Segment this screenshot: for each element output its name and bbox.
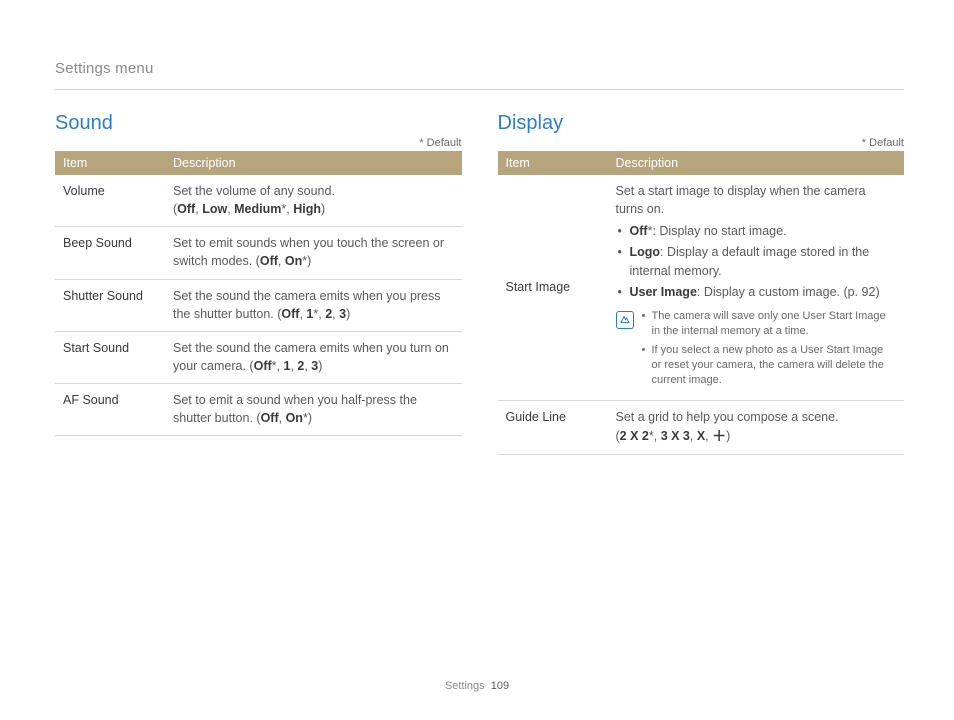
row-start-image: Start Image Set a start image to display… <box>498 175 905 400</box>
cell-desc: Set a start image to display when the ca… <box>608 175 905 400</box>
cell-desc: Set the sound the camera emits when you … <box>165 331 462 383</box>
content-columns: Sound * Default Item Description Volume … <box>55 112 904 455</box>
cell-item: Shutter Sound <box>55 279 165 331</box>
note-box: The camera will save only one User Start… <box>616 309 897 392</box>
row-guide-line: Guide Line Set a grid to help you compos… <box>498 400 905 454</box>
opt-off: Off*: Display no start image. <box>618 222 897 240</box>
note-icon <box>616 311 634 329</box>
default-note-display: * Default <box>498 137 905 149</box>
note-item: The camera will save only one User Start… <box>642 309 897 340</box>
display-column: Display * Default Item Description Start… <box>498 112 905 455</box>
plus-icon: ＋ <box>712 428 726 444</box>
note-item: If you select a new photo as a User Star… <box>642 343 897 389</box>
row-beep: Beep Sound Set to emit sounds when you t… <box>55 227 462 279</box>
note-list: The camera will save only one User Start… <box>642 309 897 392</box>
cell-desc: Set the volume of any sound. (Off, Low, … <box>165 175 462 227</box>
footer-section: Settings <box>445 680 485 692</box>
cell-desc: Set to emit sounds when you touch the sc… <box>165 227 462 279</box>
opt-user-image: User Image: Display a custom image. (p. … <box>618 283 897 301</box>
opt-logo: Logo: Display a default image stored in … <box>618 243 897 279</box>
row-volume: Volume Set the volume of any sound. (Off… <box>55 175 462 227</box>
page-number: 109 <box>491 680 509 692</box>
col-desc: Description <box>165 151 462 175</box>
start-image-options: Off*: Display no start image. Logo: Disp… <box>616 222 897 301</box>
sound-table: Item Description Volume Set the volume o… <box>55 151 462 436</box>
cell-item: Start Sound <box>55 331 165 383</box>
cell-item: Guide Line <box>498 400 608 454</box>
cell-desc: Set a grid to help you compose a scene. … <box>608 400 905 454</box>
row-start-sound: Start Sound Set the sound the camera emi… <box>55 331 462 383</box>
col-desc: Description <box>608 151 905 175</box>
cell-item: AF Sound <box>55 384 165 436</box>
cell-item: Volume <box>55 175 165 227</box>
cell-desc: Set the sound the camera emits when you … <box>165 279 462 331</box>
breadcrumb: Settings menu <box>55 60 904 77</box>
col-item: Item <box>55 151 165 175</box>
cell-item: Start Image <box>498 175 608 400</box>
row-shutter: Shutter Sound Set the sound the camera e… <box>55 279 462 331</box>
cell-item: Beep Sound <box>55 227 165 279</box>
display-table: Item Description Start Image Set a start… <box>498 151 905 455</box>
col-item: Item <box>498 151 608 175</box>
cell-desc: Set to emit a sound when you half-press … <box>165 384 462 436</box>
sound-heading: Sound <box>55 112 462 135</box>
sound-column: Sound * Default Item Description Volume … <box>55 112 462 455</box>
page-footer: Settings 109 <box>0 680 954 692</box>
row-af-sound: AF Sound Set to emit a sound when you ha… <box>55 384 462 436</box>
divider-top <box>55 89 904 90</box>
default-note-sound: * Default <box>55 137 462 149</box>
display-heading: Display <box>498 112 905 135</box>
